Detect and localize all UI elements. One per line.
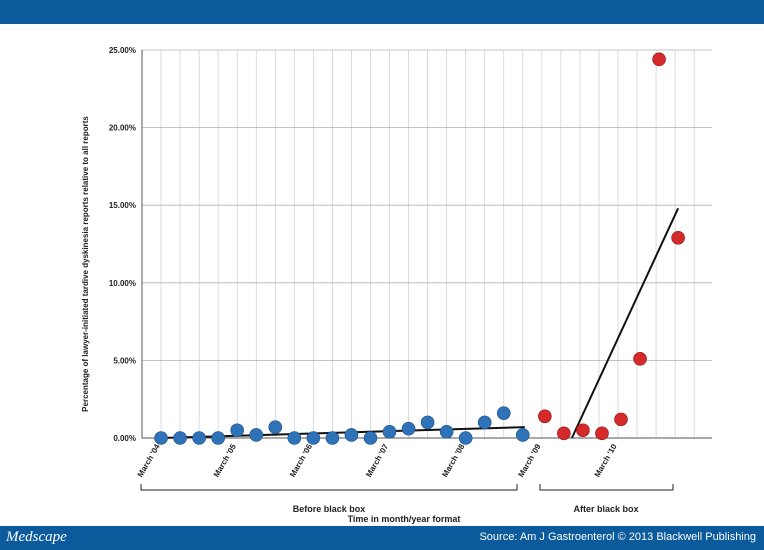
x-tick-label: March '05: [212, 442, 238, 479]
y-tick-label: 15.00%: [109, 201, 136, 210]
data-point-after: [633, 352, 647, 366]
data-point-before: [439, 424, 454, 439]
data-point-after: [538, 409, 552, 424]
x-tick-label: March '06: [288, 442, 314, 479]
x-axis-label: Time in month/year format: [348, 514, 461, 524]
data-point-after: [614, 412, 628, 427]
x-tick-label: March '07: [364, 442, 390, 479]
header-bar: [0, 0, 764, 24]
data-point-before: [287, 431, 302, 445]
data-point-before: [249, 428, 264, 442]
bracket-before: [140, 484, 518, 491]
data-point-before: [211, 431, 225, 445]
data-point-before: [458, 431, 473, 445]
trend-lines: [161, 207, 680, 439]
y-tick-label: 10.00%: [109, 279, 136, 288]
medscape-logo: Medscape: [6, 529, 67, 545]
y-tick-label: 25.00%: [109, 46, 136, 55]
scatter-chart: 0.00% 5.00% 10.00% 15.00% 20.00% 25.00% March …: [81, 46, 712, 524]
data-point-before: [192, 431, 206, 445]
group-label-after: After black box: [573, 504, 638, 514]
y-tick-label: 5.00%: [113, 356, 136, 365]
footer-bar: Medscape Source: Am J Gastroenterol © 20…: [0, 526, 764, 550]
data-point-before: [477, 415, 492, 430]
data-point-before: [173, 431, 187, 445]
data-point-before: [230, 423, 244, 438]
group-label-before: Before black box: [293, 504, 366, 514]
bracket-after: [539, 484, 674, 491]
data-point-before: [306, 431, 321, 445]
data-point-before: [363, 431, 378, 445]
data-point-before: [382, 424, 397, 439]
x-tick-label: March '08: [440, 442, 466, 479]
x-tick-label: March '09: [516, 442, 542, 479]
data-point-after: [595, 426, 609, 441]
axes: [140, 50, 712, 491]
grid: [141, 49, 712, 439]
x-tick-label: March '04: [136, 442, 162, 479]
data-point-before: [344, 428, 359, 442]
trend-line-after: [570, 207, 680, 439]
data-point-before: [268, 420, 283, 434]
data-point-after: [576, 423, 590, 438]
data-point-before: [496, 406, 511, 420]
data-points: [154, 52, 685, 445]
data-point-before: [154, 431, 168, 445]
source-credit: Source: Am J Gastroenterol © 2013 Blackw…: [479, 531, 756, 543]
y-axis-label: Percentage of lawyer-initiated tardive d…: [81, 116, 90, 412]
data-point-after: [557, 426, 571, 441]
data-point-after: [652, 52, 666, 67]
x-tick-label: March '10: [593, 442, 619, 479]
data-point-before: [420, 415, 435, 430]
data-point-after: [671, 230, 685, 245]
y-tick-label: 20.00%: [109, 124, 136, 133]
data-point-before: [401, 421, 416, 436]
y-tick-label: 0.00%: [113, 434, 136, 443]
data-point-before: [325, 431, 340, 445]
data-point-before: [515, 428, 530, 442]
